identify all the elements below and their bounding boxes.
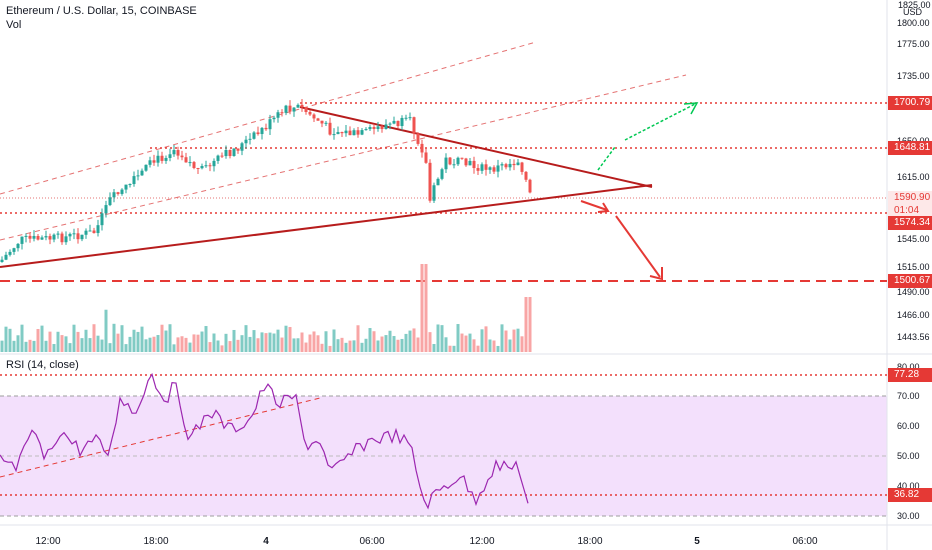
rsi-tick-label: 70.00 bbox=[897, 391, 920, 401]
price-badge-level: 1648.81 bbox=[888, 141, 932, 155]
rsi-tick-label: 30.00 bbox=[897, 511, 920, 521]
price-tick-label: 1443.56 bbox=[897, 332, 930, 342]
price-badge-level: 1700.79 bbox=[888, 96, 932, 110]
price-badge-level: 1500.67 bbox=[888, 274, 932, 288]
time-tick-label: 4 bbox=[263, 536, 269, 547]
price-badge-countdown: 01:04 bbox=[888, 204, 932, 218]
time-tick-label: 06:00 bbox=[792, 536, 818, 547]
time-tick-label: 5 bbox=[694, 536, 700, 547]
triangle-resistance-line bbox=[299, 106, 653, 188]
rsi-badge: 77.28 bbox=[888, 368, 932, 382]
bullish-arrow bbox=[597, 102, 699, 171]
currency-label: USD bbox=[903, 7, 923, 17]
price-badge-level: 1574.34 bbox=[888, 216, 932, 230]
channel-upper-line bbox=[0, 41, 537, 195]
price-tick-label: 1735.00 bbox=[897, 71, 930, 81]
time-tick-label: 06:00 bbox=[359, 536, 385, 547]
time-tick-label: 12:00 bbox=[35, 536, 61, 547]
rsi-trendline bbox=[0, 397, 321, 478]
bearish-arrow bbox=[580, 200, 663, 281]
price-tick-label: 1545.00 bbox=[897, 234, 930, 244]
time-tick-label: 18:00 bbox=[577, 536, 603, 547]
rsi-line bbox=[0, 372, 529, 510]
chart-header: Ethereum / U.S. Dollar, 15, COINBASE Vol bbox=[6, 4, 197, 32]
price-tick-label: 1515.00 bbox=[897, 262, 930, 272]
price-tick-label: 1615.00 bbox=[897, 172, 930, 182]
price-badge-last: 1590.90 bbox=[888, 191, 932, 205]
rsi-tick-label: 80.00 bbox=[897, 362, 920, 372]
rsi-tick-label: 40.00 bbox=[897, 481, 920, 491]
candlesticks bbox=[0, 99, 532, 263]
price-axis-top-label: 1825.00 bbox=[898, 0, 931, 10]
price-tick-label: 1490.00 bbox=[897, 287, 930, 297]
rsi-tick-label: 60.00 bbox=[897, 421, 920, 431]
rsi-badge: 36.82 bbox=[888, 488, 932, 502]
volume-label: Vol bbox=[6, 19, 22, 31]
symbol-title: Ethereum / U.S. Dollar, 15, COINBASE bbox=[6, 5, 197, 17]
price-tick-label: 1775.00 bbox=[897, 39, 930, 49]
rsi-title: RSI (14, close) bbox=[6, 359, 79, 371]
triangle-support-line bbox=[0, 184, 653, 268]
price-tick-label: 1800.00 bbox=[897, 18, 930, 28]
price-tick-label: 1466.00 bbox=[897, 310, 930, 320]
volume-bars bbox=[0, 264, 532, 352]
time-tick-label: 12:00 bbox=[469, 536, 495, 547]
rsi-tick-label: 50.00 bbox=[897, 451, 920, 461]
time-tick-label: 18:00 bbox=[143, 536, 169, 547]
